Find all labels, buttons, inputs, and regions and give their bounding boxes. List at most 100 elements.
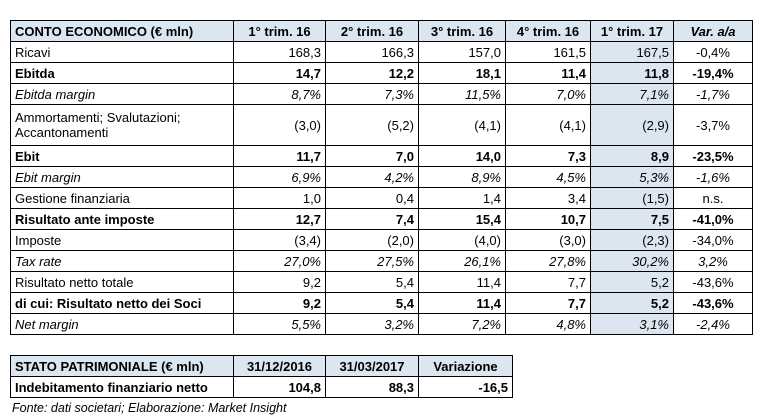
value-cell: 3,2%	[325, 313, 419, 335]
table-row: Ebitda 14,7 12,2 18,1 11,4 11,8 -19,4%	[10, 62, 753, 84]
row-label: Ammortamenti; Svalutazioni; Accantonamen…	[10, 104, 234, 146]
table-row: Ebitda margin 8,7% 7,3% 11,5% 7,0% 7,1% -1,7%	[10, 83, 753, 105]
row-label: Net margin	[10, 313, 234, 335]
row-label: Ebit margin	[10, 166, 234, 188]
value-cell: 11,4	[418, 292, 506, 314]
value-cell: 7,3	[505, 145, 591, 167]
value-cell: -16,5	[418, 376, 513, 398]
header-cell: STATO PATRIMONIALE (€ mln)	[10, 355, 234, 377]
value-cell: -19,4%	[673, 62, 753, 84]
row-label: Ricavi	[10, 41, 234, 63]
value-cell: (3,4)	[233, 229, 326, 251]
value-cell: 7,3%	[325, 83, 419, 105]
row-label: di cui: Risultato netto dei Soci	[10, 292, 234, 314]
header-cell: 1° trim. 17	[590, 20, 674, 42]
value-cell: 11,8	[590, 62, 674, 84]
value-cell: 26,1%	[418, 250, 506, 272]
value-cell: (4,1)	[418, 104, 506, 146]
row-label: Imposte	[10, 229, 234, 251]
header-row: STATO PATRIMONIALE (€ mln) 31/12/2016 31/0…	[10, 355, 513, 377]
value-cell: 3,2%	[673, 250, 753, 272]
value-cell: 10,7	[505, 208, 591, 230]
value-cell: (4,1)	[505, 104, 591, 146]
header-cell: CONTO ECONOMICO (€ mln)	[10, 20, 234, 42]
value-cell: 7,0%	[505, 83, 591, 105]
table-row: Gestione finanziaria 1,0 0,4 1,4 3,4 (1,5) n.s…	[10, 187, 753, 209]
table-row: Ammortamenti; Svalutazioni; Accantonamen…	[10, 104, 753, 146]
value-cell: 0,4	[325, 187, 419, 209]
value-cell: 9,2	[233, 271, 326, 293]
table-row: Risultato netto totale 9,2 5,4 11,4 7,7 5,2 -4…	[10, 271, 753, 293]
value-cell: 88,3	[325, 376, 419, 398]
table-row: Net margin 5,5% 3,2% 7,2% 4,8% 3,1% -2,4%	[10, 313, 753, 335]
value-cell: 167,5	[590, 41, 674, 63]
value-cell: 15,4	[418, 208, 506, 230]
income-table: CONTO ECONOMICO (€ mln) 1° trim. 16 2° tri…	[10, 20, 753, 335]
table-row: Tax rate 27,0% 27,5% 26,1% 27,8% 30,2% 3,2%	[10, 250, 753, 272]
value-cell: 5,4	[325, 271, 419, 293]
value-cell: (2,0)	[325, 229, 419, 251]
header-cell: 31/12/2016	[233, 355, 326, 377]
table-row: Imposte (3,4) (2,0) (4,0) (3,0) (2,3) -34,0%	[10, 229, 753, 251]
header-row: CONTO ECONOMICO (€ mln) 1° trim. 16 2° tri…	[10, 20, 753, 42]
value-cell: 14,0	[418, 145, 506, 167]
value-cell: -41,0%	[673, 208, 753, 230]
row-label: Ebit	[10, 145, 234, 167]
value-cell: 27,0%	[233, 250, 326, 272]
value-cell: 5,3%	[590, 166, 674, 188]
table-row: Ricavi 168,3 166,3 157,0 161,5 167,5 -0,4%	[10, 41, 753, 63]
value-cell: 4,5%	[505, 166, 591, 188]
value-cell: 5,4	[325, 292, 419, 314]
value-cell: 14,7	[233, 62, 326, 84]
table-row: Risultato ante imposte 12,7 7,4 15,4 10,7 7,5…	[10, 208, 753, 230]
value-cell: 12,7	[233, 208, 326, 230]
value-cell: (4,0)	[418, 229, 506, 251]
value-cell: 157,0	[418, 41, 506, 63]
header-cell: 4° trim. 16	[505, 20, 591, 42]
value-cell: 27,5%	[325, 250, 419, 272]
value-cell: (2,9)	[590, 104, 674, 146]
value-cell: (3,0)	[505, 229, 591, 251]
value-cell: -1,6%	[673, 166, 753, 188]
value-cell: 5,2	[590, 292, 674, 314]
value-cell: (1,5)	[590, 187, 674, 209]
value-cell: 166,3	[325, 41, 419, 63]
row-label: Indebitamento finanziario netto	[10, 376, 234, 398]
header-cell: Var. a/a	[673, 20, 753, 42]
table-row: Indebitamento finanziario netto 104,8 88,3…	[10, 376, 513, 398]
value-cell: 5,5%	[233, 313, 326, 335]
value-cell: 4,8%	[505, 313, 591, 335]
value-cell: -2,4%	[673, 313, 753, 335]
value-cell: 11,4	[505, 62, 591, 84]
value-cell: -43,6%	[673, 271, 753, 293]
value-cell: -43,6%	[673, 292, 753, 314]
value-cell: 11,4	[418, 271, 506, 293]
value-cell: 18,1	[418, 62, 506, 84]
value-cell: 161,5	[505, 41, 591, 63]
value-cell: 168,3	[233, 41, 326, 63]
table-row: di cui: Risultato netto dei Soci 9,2 5,4 11…	[10, 292, 753, 314]
value-cell: 11,7	[233, 145, 326, 167]
row-label: Risultato netto totale	[10, 271, 234, 293]
header-cell: 3° trim. 16	[418, 20, 506, 42]
value-cell: 7,7	[505, 271, 591, 293]
value-cell: -0,4%	[673, 41, 753, 63]
header-cell: 31/03/2017	[325, 355, 419, 377]
header-cell: Variazione	[418, 355, 513, 377]
table-row: Ebit 11,7 7,0 14,0 7,3 8,9 -23,5%	[10, 145, 753, 167]
value-cell: (2,3)	[590, 229, 674, 251]
value-cell: (5,2)	[325, 104, 419, 146]
row-label: Tax rate	[10, 250, 234, 272]
value-cell: 7,1%	[590, 83, 674, 105]
value-cell: -3,7%	[673, 104, 753, 146]
value-cell: 4,2%	[325, 166, 419, 188]
value-cell: 27,8%	[505, 250, 591, 272]
value-cell: 7,5	[590, 208, 674, 230]
value-cell: 8,9	[590, 145, 674, 167]
value-cell: 3,4	[505, 187, 591, 209]
value-cell: -34,0%	[673, 229, 753, 251]
balance-table: STATO PATRIMONIALE (€ mln) 31/12/2016 31/0…	[10, 355, 513, 398]
header-cell: 1° trim. 16	[233, 20, 326, 42]
value-cell: 6,9%	[233, 166, 326, 188]
